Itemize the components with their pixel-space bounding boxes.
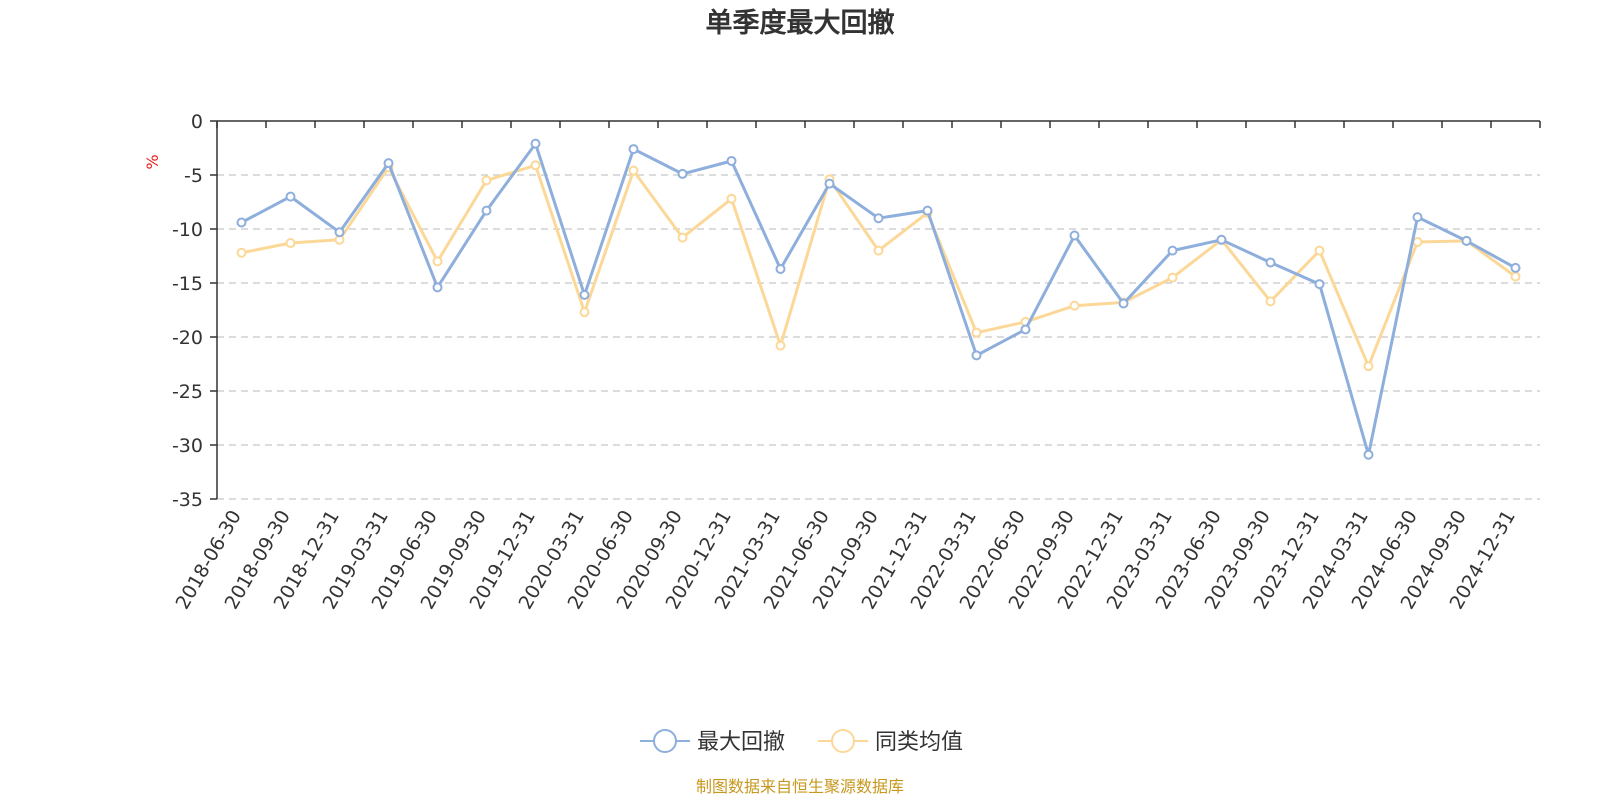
data-point (530, 160, 541, 171)
data-point (873, 245, 884, 256)
series-lines (236, 138, 1521, 460)
y-tick-label: -15 (172, 273, 203, 295)
y-tick-label: -10 (172, 219, 203, 241)
data-point (628, 165, 639, 176)
legend-marker (653, 729, 677, 753)
data-point (1510, 262, 1521, 273)
data-point (383, 158, 394, 169)
data-source-note: 制图数据来自恒生聚源数据库 (696, 777, 904, 796)
data-point (1069, 230, 1080, 241)
legend-marker (831, 729, 855, 753)
data-point (922, 205, 933, 216)
data-point (1118, 298, 1129, 309)
legend-label: 同类均值 (875, 730, 963, 755)
data-point (1363, 449, 1374, 460)
y-tick-label: -25 (172, 381, 203, 403)
data-point (334, 227, 345, 238)
data-point (1363, 361, 1374, 372)
data-point (824, 178, 835, 189)
legend[interactable]: 最大回撤 同类均值 (640, 729, 963, 755)
data-point (432, 282, 443, 293)
data-point (1314, 245, 1325, 256)
data-point (432, 256, 443, 267)
data-point (628, 144, 639, 155)
legend-label: 最大回撤 (697, 730, 785, 755)
legend-item[interactable]: 最大回撤 (640, 729, 785, 755)
data-point (1167, 245, 1178, 256)
chart-title: 单季度最大回撤 (706, 7, 895, 39)
data-point (1314, 279, 1325, 290)
data-point (579, 289, 590, 300)
data-point (530, 138, 541, 149)
data-point (1412, 212, 1423, 223)
data-point (236, 247, 247, 258)
data-point (481, 205, 492, 216)
data-point (1069, 300, 1080, 311)
data-point (775, 340, 786, 351)
data-point (677, 168, 688, 179)
data-point (1265, 257, 1276, 268)
legend-item[interactable]: 同类均值 (818, 729, 963, 755)
grid-lines (217, 174, 1540, 500)
data-point (481, 175, 492, 186)
data-point (873, 213, 884, 224)
data-point (726, 155, 737, 166)
data-point (1020, 324, 1031, 335)
data-point (726, 193, 737, 204)
series-line (241, 163, 1517, 368)
series-最大回撤 (236, 138, 1521, 460)
y-tick-label: 0 (191, 111, 203, 133)
data-point (1167, 272, 1178, 283)
data-point (971, 350, 982, 361)
data-point (285, 191, 296, 202)
data-point (579, 307, 590, 318)
data-point (1461, 235, 1472, 246)
data-point (677, 232, 688, 243)
y-tick-label: -20 (172, 327, 203, 349)
data-point (1510, 271, 1521, 282)
y-axis-unit-label: % (143, 154, 162, 169)
data-point (236, 217, 247, 228)
data-point (1216, 234, 1227, 245)
data-point (971, 327, 982, 338)
y-tick-label: -30 (172, 435, 203, 457)
data-point (1412, 236, 1423, 247)
data-point (775, 263, 786, 274)
y-tick-label: -35 (172, 489, 203, 511)
y-tick-label: -5 (184, 165, 203, 187)
data-point (1265, 296, 1276, 307)
data-point (285, 238, 296, 249)
series-line (240, 142, 1517, 457)
